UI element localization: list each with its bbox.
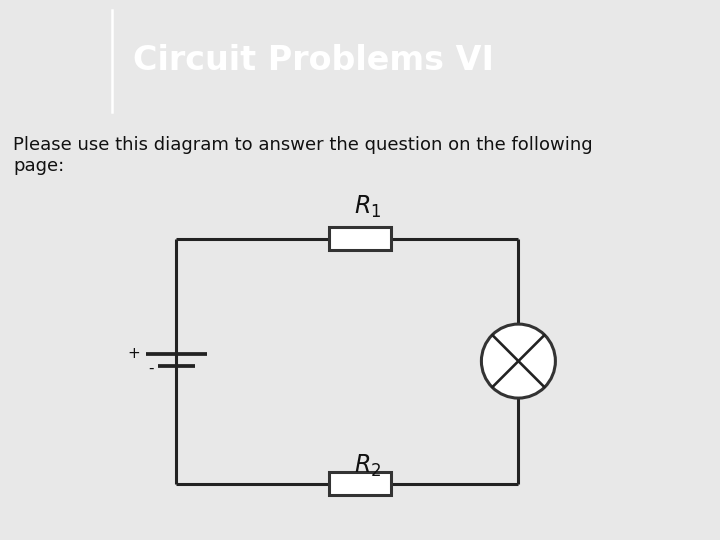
Text: -: -: [148, 361, 154, 376]
Text: Please use this diagram to answer the question on the following
page:: Please use this diagram to answer the qu…: [13, 136, 593, 175]
Bar: [330, 472, 391, 495]
Bar: [330, 227, 391, 250]
Text: $R_2$: $R_2$: [354, 453, 381, 480]
Ellipse shape: [482, 324, 555, 398]
Text: $R_1$: $R_1$: [354, 194, 381, 220]
Text: +: +: [127, 346, 140, 361]
Text: Circuit Problems VI: Circuit Problems VI: [133, 44, 494, 77]
